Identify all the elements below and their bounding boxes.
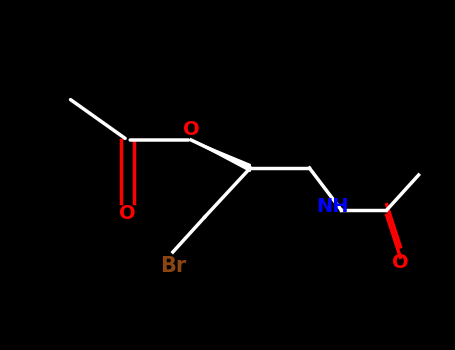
Text: O: O xyxy=(183,120,199,139)
Text: O: O xyxy=(119,204,136,223)
Text: O: O xyxy=(392,253,409,272)
Text: NH: NH xyxy=(316,197,349,216)
Text: Br: Br xyxy=(160,256,186,276)
Polygon shape xyxy=(191,140,250,172)
